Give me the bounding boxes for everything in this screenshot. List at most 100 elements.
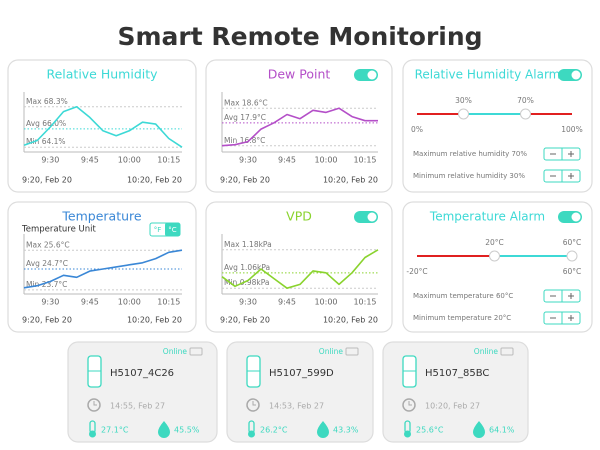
status: Online bbox=[319, 347, 344, 356]
thumb-label: 70% bbox=[517, 96, 534, 105]
thumb-label: 20°C bbox=[485, 238, 504, 247]
x-tick-label: 10:00 bbox=[314, 156, 337, 165]
clock-hands bbox=[93, 401, 97, 406]
end-time: 10:20, Feb 20 bbox=[127, 176, 182, 185]
last-update: 14:55, Feb 27 bbox=[110, 402, 165, 411]
thermometer-bulb bbox=[89, 430, 96, 438]
setting-label: Maximum temperature 60°C bbox=[413, 292, 513, 300]
humidity: 43.3% bbox=[333, 426, 359, 435]
unit-label: Temperature Unit bbox=[21, 225, 97, 235]
setting-label: Maximum relative humidity 70% bbox=[413, 150, 527, 158]
x-tick-label: 9:30 bbox=[239, 156, 257, 165]
start-time: 9:20, Feb 20 bbox=[220, 176, 270, 185]
card bbox=[7, 201, 197, 333]
scale-label: -20°C bbox=[406, 267, 427, 276]
last-update: 10:20, Feb 27 bbox=[425, 402, 480, 411]
unit-active bbox=[165, 223, 180, 236]
toggle-knob bbox=[571, 212, 581, 222]
humidity: 45.5% bbox=[174, 426, 200, 435]
scale-label: 100% bbox=[561, 125, 582, 134]
temperature: 27.1°C bbox=[101, 426, 129, 435]
x-tick-label: 9:30 bbox=[41, 298, 59, 307]
setting-label: Minimum relative humidity 30% bbox=[413, 172, 525, 180]
slider-thumb[interactable] bbox=[520, 108, 531, 120]
device-name: H5107_599D bbox=[269, 368, 334, 379]
slider-thumb[interactable] bbox=[458, 108, 469, 120]
temperature: 26.2°C bbox=[260, 426, 288, 435]
slider-thumb[interactable] bbox=[489, 250, 500, 262]
clock-icon bbox=[87, 398, 101, 412]
status: Online bbox=[474, 347, 499, 356]
series-line bbox=[221, 107, 378, 147]
reference-label: Max 68.3% bbox=[26, 97, 68, 106]
reference-label: Avg 66.0% bbox=[26, 119, 66, 128]
series-line bbox=[23, 249, 183, 289]
card bbox=[382, 341, 529, 443]
end-time: 10:20, Feb 20 bbox=[323, 176, 378, 185]
scale-label: 60°C bbox=[563, 267, 582, 276]
clock-icon bbox=[246, 398, 260, 412]
status: Online bbox=[163, 347, 188, 356]
card bbox=[226, 341, 374, 443]
series-line bbox=[23, 106, 183, 148]
reference-label: Max 25.6°C bbox=[26, 240, 70, 249]
reference-label: Avg 17.9°C bbox=[224, 113, 266, 122]
end-time: 10:20, Feb 20 bbox=[127, 316, 182, 325]
clock-icon bbox=[402, 398, 416, 412]
end-time: 10:20, Feb 20 bbox=[323, 316, 378, 325]
reference-label: Min 0.98kPa bbox=[224, 278, 270, 287]
chart-title: Temperature bbox=[61, 209, 141, 224]
device-name: H5107_4C26 bbox=[110, 368, 174, 379]
reference-label: Avg 1.06kPa bbox=[224, 263, 270, 272]
start-time: 9:20, Feb 20 bbox=[220, 316, 270, 325]
droplet-icon bbox=[158, 421, 170, 438]
clock-hands bbox=[408, 401, 412, 406]
chart-title: Dew Point bbox=[268, 67, 331, 82]
battery bbox=[345, 347, 359, 356]
clock-hands bbox=[252, 401, 256, 406]
x-tick-label: 10:00 bbox=[118, 298, 141, 307]
temperature: 25.6°C bbox=[416, 426, 444, 435]
card bbox=[205, 201, 393, 333]
droplet-icon bbox=[317, 421, 329, 438]
x-tick-label: 9:30 bbox=[239, 298, 257, 307]
reference-label: Max 18.6°C bbox=[224, 98, 268, 107]
thermometer-bulb bbox=[404, 430, 411, 438]
x-tick-label: 10:00 bbox=[314, 298, 337, 307]
battery bbox=[500, 347, 514, 356]
reference-label: Max 1.18kPa bbox=[224, 240, 272, 249]
x-tick-label: 10:00 bbox=[118, 156, 141, 165]
x-tick-label: 10:15 bbox=[157, 156, 180, 165]
toggle-knob bbox=[367, 70, 377, 80]
alarm-title: Relative Humidity Alarm bbox=[415, 68, 561, 82]
x-tick-label: 9:45 bbox=[81, 156, 99, 165]
thermometer-bulb bbox=[248, 430, 255, 438]
card bbox=[205, 59, 393, 193]
chart-title: VPD bbox=[286, 209, 312, 224]
reference-label: Min 16.8°C bbox=[224, 136, 265, 145]
series-line bbox=[221, 249, 379, 289]
thumb-label: 30% bbox=[455, 96, 472, 105]
reference-label: Min 64.1% bbox=[26, 137, 66, 146]
x-tick-label: 10:15 bbox=[353, 156, 376, 165]
last-update: 14:53, Feb 27 bbox=[269, 402, 324, 411]
card bbox=[7, 59, 197, 193]
toggle-knob bbox=[571, 70, 581, 80]
x-tick-label: 10:15 bbox=[157, 298, 180, 307]
toggle-knob bbox=[367, 212, 377, 222]
reference-label: Min 23.7°C bbox=[26, 280, 67, 289]
page-title: Smart Remote Monitoring bbox=[117, 22, 482, 51]
unit-option: °F bbox=[154, 226, 162, 234]
card bbox=[67, 341, 218, 443]
device-name: H5107_85BC bbox=[425, 368, 489, 379]
humidity: 64.1% bbox=[489, 426, 515, 435]
reference-label: Avg 24.7°C bbox=[26, 259, 68, 268]
x-tick-label: 10:15 bbox=[353, 298, 376, 307]
x-tick-label: 9:30 bbox=[41, 156, 59, 165]
unit-option: °C bbox=[168, 226, 177, 234]
setting-label: Minimum temperature 20°C bbox=[413, 314, 511, 322]
slider-thumb[interactable] bbox=[566, 250, 578, 262]
chart-title: Relative Humidity bbox=[46, 67, 158, 82]
thumb-label: 60°C bbox=[563, 238, 582, 247]
